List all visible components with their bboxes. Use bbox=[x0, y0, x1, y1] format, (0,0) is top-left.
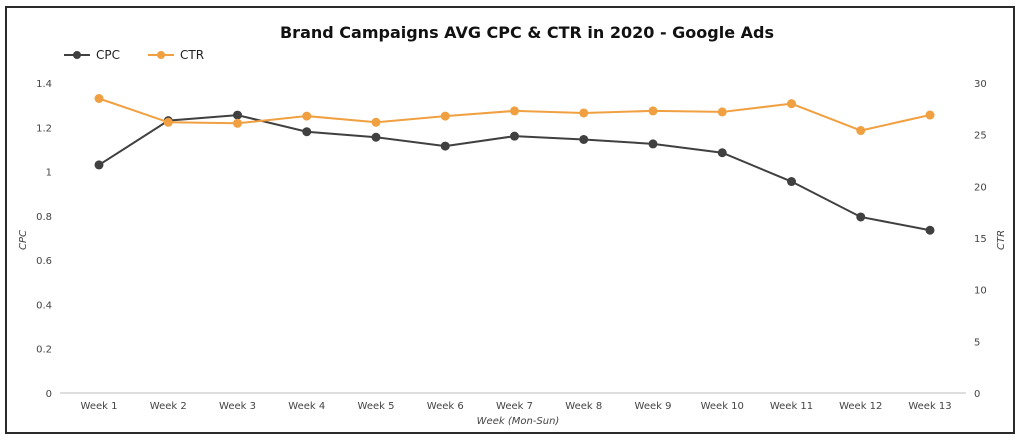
x-tick-label: Week 10 bbox=[701, 401, 744, 412]
y-tick-label: 0.6 bbox=[36, 256, 52, 267]
x-tick-label: Week 8 bbox=[565, 401, 602, 412]
y-tick-label: 1.2 bbox=[36, 123, 52, 134]
data-point-ctr bbox=[163, 117, 173, 127]
legend-marker-ctr bbox=[157, 51, 165, 59]
x-axis: Week 1 Week 2 Week 3 Week 4 Week 5 Week 6 Week… bbox=[81, 401, 952, 412]
y2-tick-label: 0 bbox=[974, 389, 980, 400]
y2-tick-label: 10 bbox=[974, 286, 987, 297]
x-tick-label: Week 6 bbox=[427, 401, 464, 412]
y-axis-right: 0 5 10 15 20 25 30 bbox=[974, 79, 987, 400]
x-tick-label: Week 1 bbox=[81, 401, 118, 412]
y2-tick-label: 30 bbox=[974, 79, 987, 90]
y-tick-label: 1 bbox=[46, 168, 52, 179]
legend-item-cpc: CPC bbox=[64, 48, 120, 62]
x-tick-label: Week 2 bbox=[150, 401, 187, 412]
y-axis-left: 0 0.2 0.4 0.6 0.8 1 1.2 1.4 bbox=[36, 79, 52, 400]
data-point-ctr bbox=[648, 106, 658, 116]
data-point-cpc bbox=[648, 139, 658, 149]
y2-tick-label: 15 bbox=[974, 234, 987, 245]
data-point-ctr bbox=[579, 108, 589, 118]
y2-tick-label: 5 bbox=[974, 337, 980, 348]
data-point-cpc bbox=[371, 132, 381, 142]
y-tick-label: 0 bbox=[46, 389, 52, 400]
y-tick-label: 1.4 bbox=[36, 79, 52, 90]
data-point-cpc bbox=[856, 212, 866, 222]
x-tick-label: Week 13 bbox=[908, 401, 951, 412]
data-point-ctr bbox=[787, 99, 796, 109]
data-point-cpc bbox=[579, 134, 589, 144]
chart-title: Brand Campaigns AVG CPC & CTR in 2020 - … bbox=[280, 23, 774, 42]
data-point-ctr bbox=[856, 126, 866, 136]
x-axis-title: Week (Mon-Sun) bbox=[477, 416, 560, 427]
legend: CPC CTR bbox=[64, 48, 204, 62]
data-point-ctr bbox=[925, 110, 935, 120]
data-point-cpc bbox=[440, 141, 450, 151]
series-layer bbox=[94, 94, 935, 235]
data-point-cpc bbox=[233, 110, 242, 120]
legend-label-cpc: CPC bbox=[96, 48, 120, 62]
data-point-ctr bbox=[510, 106, 519, 116]
x-tick-label: Week 11 bbox=[770, 401, 813, 412]
x-tick-label: Week 3 bbox=[219, 401, 256, 412]
data-point-cpc bbox=[787, 177, 796, 187]
data-point-ctr bbox=[440, 111, 450, 121]
data-point-ctr bbox=[302, 111, 312, 121]
data-point-ctr bbox=[371, 117, 381, 127]
data-point-cpc bbox=[94, 160, 104, 170]
y2-tick-label: 20 bbox=[974, 182, 987, 193]
data-point-cpc bbox=[925, 225, 935, 235]
y2-axis-title: CTR bbox=[996, 230, 1007, 250]
y-tick-label: 0.4 bbox=[36, 300, 52, 311]
data-point-cpc bbox=[510, 131, 519, 141]
y-axis-title: CPC bbox=[18, 230, 29, 250]
x-tick-label: Week 5 bbox=[358, 401, 395, 412]
data-point-cpc bbox=[302, 127, 312, 137]
chart-frame bbox=[5, 6, 1015, 434]
x-tick-label: Week 9 bbox=[635, 401, 672, 412]
y-tick-label: 0.2 bbox=[36, 345, 52, 356]
data-point-ctr bbox=[94, 94, 104, 103]
x-tick-label: Week 4 bbox=[288, 401, 325, 412]
legend-marker-cpc bbox=[73, 51, 81, 59]
x-tick-label: Week 7 bbox=[496, 401, 533, 412]
data-point-ctr bbox=[717, 107, 727, 117]
legend-label-ctr: CTR bbox=[180, 48, 204, 62]
data-point-ctr bbox=[233, 118, 242, 128]
legend-item-ctr: CTR bbox=[148, 48, 204, 62]
x-tick-label: Week 12 bbox=[839, 401, 882, 412]
data-point-cpc bbox=[717, 148, 727, 158]
y2-tick-label: 25 bbox=[974, 131, 987, 142]
y-tick-label: 0.8 bbox=[36, 212, 52, 223]
